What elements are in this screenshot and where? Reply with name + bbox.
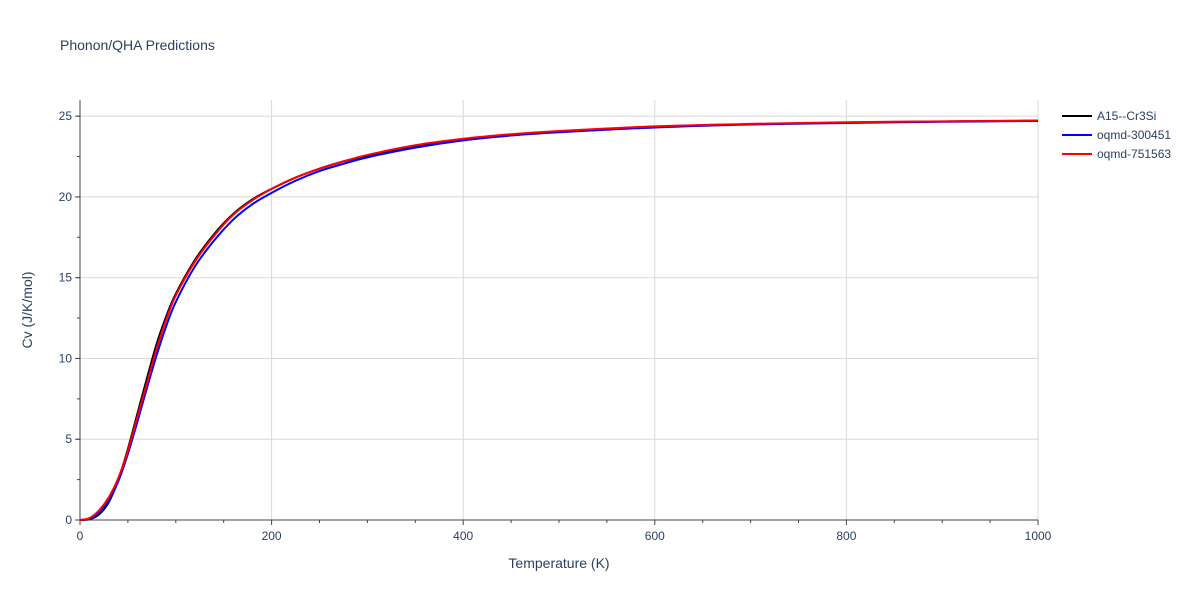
grid-lines xyxy=(80,100,1039,520)
y-tick-label: 25 xyxy=(59,109,73,123)
x-tick-label: 400 xyxy=(453,529,473,543)
axes: 0 200 400 600 800 1000 0 5 10 15 20 25 xyxy=(59,100,1052,543)
legend[interactable]: A15--Cr3Si oqmd-300451 oqmd-751563 xyxy=(1062,109,1171,161)
x-tick-label: 600 xyxy=(645,529,665,543)
legend-item[interactable]: A15--Cr3Si xyxy=(1062,109,1156,123)
legend-label: oqmd-751563 xyxy=(1097,147,1171,161)
y-tick-label: 10 xyxy=(59,351,73,365)
series-lines xyxy=(79,119,1039,521)
series-line-a15-cr3si xyxy=(79,119,1039,521)
y-tick-label: 5 xyxy=(65,432,72,446)
series-line-oqmd-751563 xyxy=(79,119,1039,521)
x-tick-label: 1000 xyxy=(1025,529,1052,543)
y-tick-label: 20 xyxy=(59,190,73,204)
chart-title: Phonon/QHA Predictions xyxy=(60,37,215,53)
legend-item[interactable]: oqmd-300451 xyxy=(1062,128,1171,142)
legend-item[interactable]: oqmd-751563 xyxy=(1062,147,1171,161)
x-tick-label: 0 xyxy=(77,529,84,543)
x-tick-label: 200 xyxy=(262,529,282,543)
x-tick-label: 800 xyxy=(836,529,856,543)
legend-label: oqmd-300451 xyxy=(1097,128,1171,142)
series-line-oqmd-300451 xyxy=(79,120,1039,521)
y-axis-label: Cv (J/K/mol) xyxy=(19,272,35,349)
y-tick-label: 15 xyxy=(59,271,73,285)
y-tick-label: 0 xyxy=(65,513,72,527)
legend-label: A15--Cr3Si xyxy=(1097,109,1156,123)
x-axis-label: Temperature (K) xyxy=(508,555,609,571)
